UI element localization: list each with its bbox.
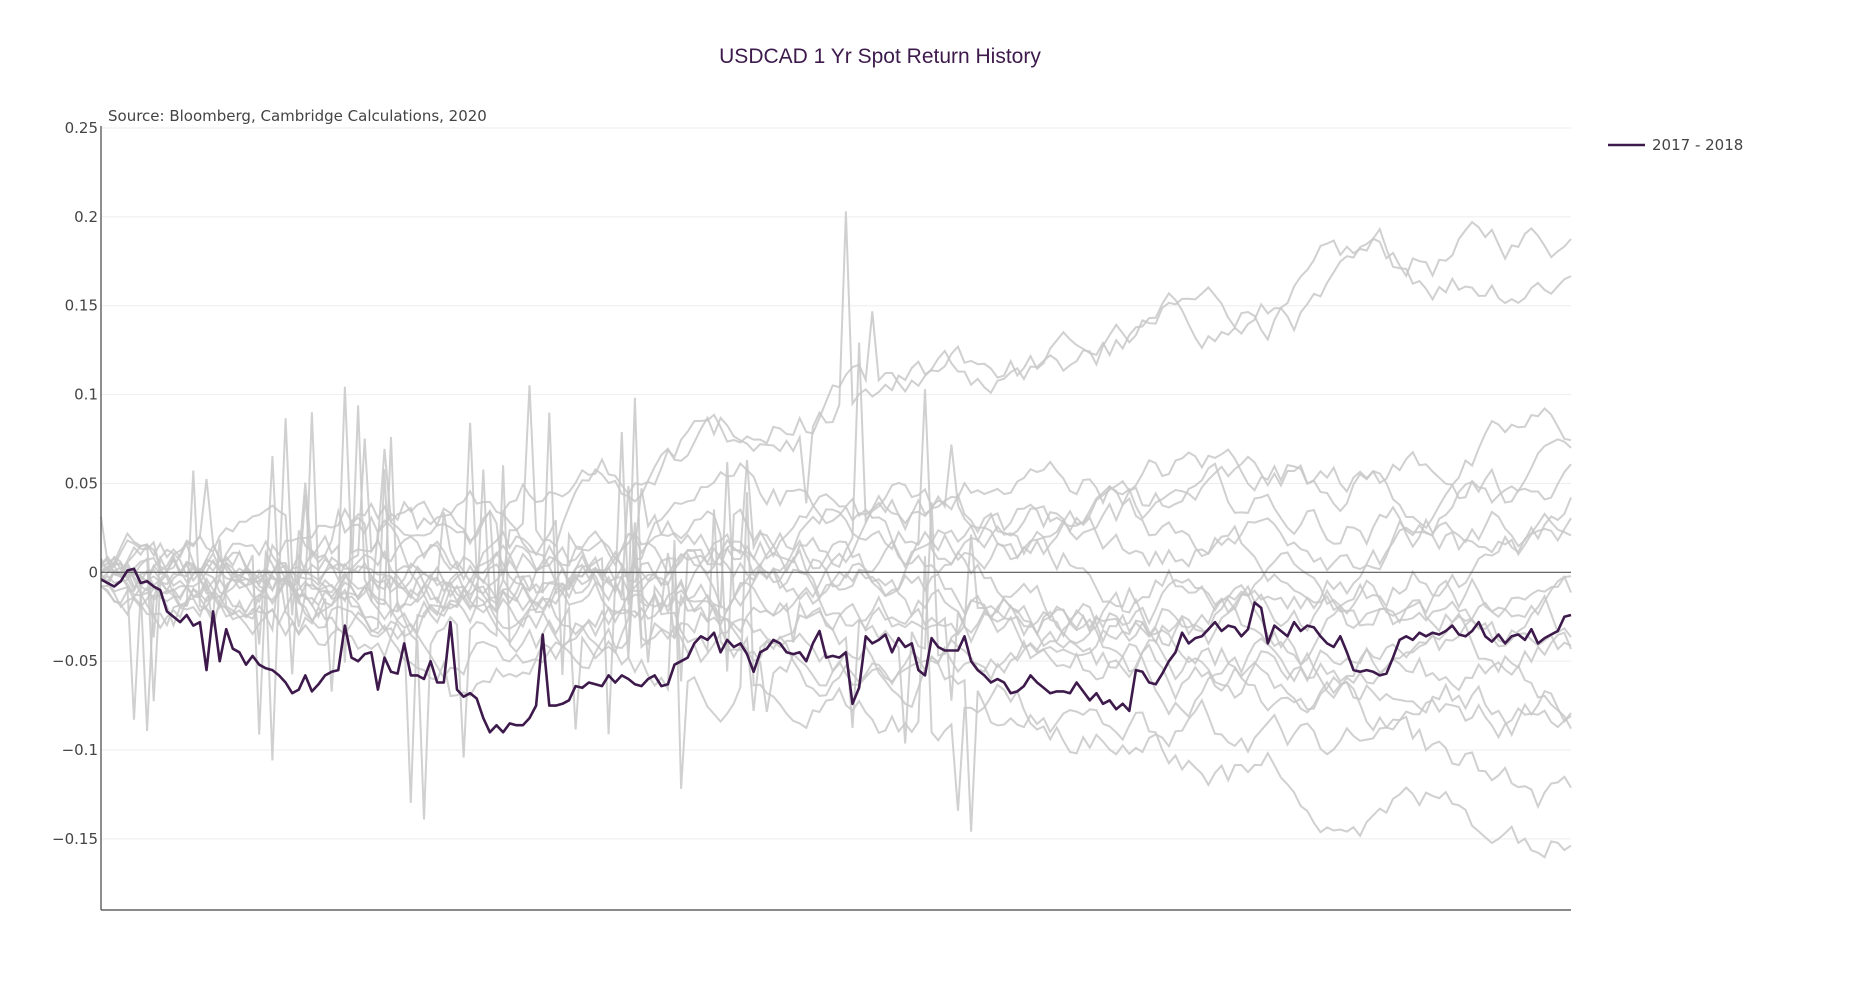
historical-series-line: [100, 465, 1572, 820]
legend-label: 2017 - 2018: [1652, 136, 1743, 154]
historical-series-line: [100, 438, 1572, 663]
y-tick-label: −0.1: [62, 741, 98, 759]
historical-series-line: [100, 220, 1572, 616]
legend[interactable]: 2017 - 2018: [1608, 136, 1743, 154]
chart-title: USDCAD 1 Yr Spot Return History: [719, 45, 1041, 68]
historical-series-line: [100, 438, 1572, 692]
y-tick-label: 0.2: [74, 208, 98, 226]
y-tick-label: 0.25: [65, 119, 98, 137]
historical-series-line: [100, 342, 1572, 612]
historical-series-line: [100, 418, 1572, 735]
y-tick-label: 0.05: [65, 474, 98, 492]
historical-series-line: [100, 422, 1572, 655]
y-tick-label: 0: [88, 563, 98, 581]
y-tick-label: 0.1: [74, 386, 98, 404]
historical-series-line: [100, 211, 1572, 732]
y-tick-labels: 0.25 0.2 0.15 0.1 0.05 0 −0.05 −0.1 −0.15: [52, 119, 98, 848]
series-line-2017-2018: [100, 567, 1572, 734]
y-tick-label: −0.05: [52, 652, 98, 670]
y-tick-label: 0.15: [65, 297, 98, 315]
historical-series-line: [100, 482, 1572, 700]
source-annotation: Source: Bloomberg, Cambridge Calculation…: [108, 107, 487, 125]
historical-series-lines: [100, 211, 1572, 859]
y-tick-label: −0.15: [52, 830, 98, 848]
historical-series-line: [100, 386, 1572, 672]
historical-series-line: [100, 412, 1572, 744]
